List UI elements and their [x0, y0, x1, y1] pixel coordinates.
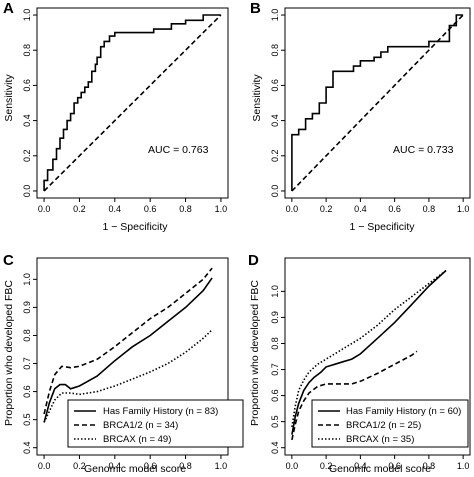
x-tick-label: 0.0 — [286, 461, 299, 471]
series-line-dashed — [291, 350, 418, 441]
x-tick-label: 0.2 — [320, 204, 333, 214]
y-tick-label: 0.8 — [22, 44, 32, 57]
y-tick-label: 0.4 — [22, 441, 32, 454]
x-tick-label: 0.4 — [354, 204, 367, 214]
series-line-dashed — [43, 267, 213, 415]
plot-frame — [36, 7, 229, 199]
x-tick-label: 0.4 — [109, 461, 122, 471]
x-tick-label: 1.0 — [215, 461, 228, 471]
panel-b: B 0.0 0.2 0.4 0.6 0.8 1.0 0.0 0.2 0.4 0.6 0.8 1.0 1… — [250, 0, 471, 233]
x-tick-label: 0.6 — [388, 204, 401, 214]
x-tick-label: 0.0 — [286, 204, 299, 214]
x-tick-label: 0.0 — [38, 461, 51, 471]
plot-frame — [284, 7, 471, 199]
panel-c-legend-family-history: Has Family History (n = 83) — [103, 406, 218, 417]
panel-c-plot: 0.0 0.2 0.4 0.6 0.8 1.0 0.4 0.5 0.6 0.7 0.8 0.9 1.0 — [22, 257, 229, 471]
y-tick-label: 0.2 — [22, 150, 32, 163]
panel-a-x-axis-label: 1 − Specificity — [102, 221, 168, 233]
y-tick-label: 0.6 — [270, 79, 280, 92]
y-tick-label: 0.2 — [270, 150, 280, 163]
panel-c-legend-brca12: BRCA1/2 (n = 34) — [103, 420, 178, 431]
y-tick-label: 0.8 — [270, 337, 280, 350]
y-tick-label: 1.0 — [22, 9, 32, 22]
panel-label-c: C — [3, 252, 14, 269]
plot-frame — [284, 257, 471, 456]
y-tick-label: 0.8 — [270, 44, 280, 57]
y-tick-label: 1.0 — [270, 285, 280, 298]
x-tick-label: 0.2 — [73, 204, 86, 214]
y-tick-label: 0.7 — [270, 363, 280, 376]
x-tick-label: 0.0 — [38, 204, 51, 214]
y-tick-label: 0.9 — [22, 301, 32, 314]
panel-a-auc-annotation: AUC = 0.763 — [148, 144, 209, 156]
panel-c-legend-brcax: BRCAX (n = 49) — [103, 434, 171, 445]
x-tick-label: 1.0 — [215, 204, 228, 214]
panel-d-plot: 0.0 0.2 0.4 0.6 0.8 1.0 0.4 0.5 0.6 0.7 0.8 0.9 1.0 — [270, 257, 471, 471]
panel-c-y-axis-label: Proportion who developed FBC — [3, 280, 15, 426]
panel-c: C 0.0 0.2 0.4 0.6 0.8 1.0 0.4 0.5 0.6 0.7 0.8 0.9 1.… — [3, 252, 244, 475]
y-tick-label: 1.0 — [22, 273, 32, 286]
x-tick-label: 0.4 — [354, 461, 367, 471]
y-tick-label: 0.6 — [22, 79, 32, 92]
series-line-solid — [43, 277, 213, 423]
panel-d-legend-brca12: BRCA1/2 (n = 25) — [346, 420, 421, 431]
series-line-dashed — [291, 14, 464, 192]
x-tick-label: 0.8 — [423, 461, 436, 471]
panel-c-x-axis-label: Genomic model score — [84, 463, 186, 475]
panel-d: D 0.0 0.2 0.4 0.6 0.8 1.0 0.4 0.5 0.6 0.7 0.8 0.9 1.… — [248, 252, 471, 475]
panel-a: A 0.0 0.2 0.4 0.6 0.8 1.0 0.0 0.2 0.4 0.6 0.8 1.0 1… — [3, 0, 229, 233]
panel-d-legend-family-history: Has Family History (n = 60) — [346, 406, 461, 417]
x-tick-label: 0.2 — [73, 461, 86, 471]
x-tick-label: 0.8 — [179, 204, 192, 214]
panel-b-x-axis-label: 1 − Specificity — [349, 221, 415, 233]
y-tick-label: 0.4 — [270, 114, 280, 127]
series-line-dotted — [291, 269, 447, 428]
y-tick-label: 0.9 — [270, 311, 280, 324]
panel-c-legend: Has Family History (n = 83) BRCA1/2 (n =… — [67, 399, 244, 448]
panel-label-a: A — [3, 0, 14, 17]
panel-b-plot: 0.0 0.2 0.4 0.6 0.8 1.0 0.0 0.2 0.4 0.6 0.8 1.0 — [270, 7, 471, 214]
panel-a-plot: 0.0 0.2 0.4 0.6 0.8 1.0 0.0 0.2 0.4 0.6 0.8 1.0 — [22, 7, 229, 214]
panel-b-auc-annotation: AUC = 0.733 — [393, 144, 454, 156]
panel-d-y-axis-label: Proportion who developed FBC — [249, 280, 261, 426]
x-tick-label: 0.6 — [388, 461, 401, 471]
x-tick-label: 0.6 — [144, 204, 157, 214]
series-line-dashed — [43, 14, 222, 192]
y-tick-label: 0.6 — [22, 385, 32, 398]
x-tick-label: 1.0 — [457, 461, 470, 471]
y-tick-label: 0.5 — [22, 413, 32, 426]
y-tick-label: 0.8 — [22, 329, 32, 342]
panel-d-x-axis-label: Genomic model score — [329, 463, 431, 475]
panel-label-b: B — [250, 0, 261, 17]
series-line-step — [43, 14, 221, 191]
panel-a-y-axis-label: Sensitivity — [3, 74, 15, 122]
x-tick-label: 0.8 — [423, 204, 436, 214]
y-tick-label: 0.7 — [22, 357, 32, 370]
y-tick-label: 0.5 — [270, 415, 280, 428]
panel-d-legend-brcax: BRCAX (n = 35) — [346, 434, 414, 445]
x-tick-label: 0.4 — [109, 204, 122, 214]
series-line-step — [291, 14, 464, 191]
panel-d-legend: Has Family History (n = 60) BRCA1/2 (n =… — [311, 399, 469, 448]
y-tick-label: 0.4 — [270, 441, 280, 454]
y-tick-label: 0.0 — [22, 185, 32, 198]
y-tick-label: 0.4 — [22, 114, 32, 127]
x-tick-label: 0.2 — [320, 461, 333, 471]
y-tick-label: 0.0 — [270, 185, 280, 198]
x-tick-label: 0.6 — [144, 461, 157, 471]
plot-frame — [36, 257, 229, 456]
y-tick-label: 1.0 — [270, 9, 280, 22]
panel-b-y-axis-label: Sensitivity — [251, 74, 263, 122]
panel-label-d: D — [248, 252, 259, 269]
y-tick-label: 0.6 — [270, 389, 280, 402]
series-line-solid — [291, 269, 447, 435]
x-tick-label: 0.8 — [179, 461, 192, 471]
x-tick-label: 1.0 — [457, 204, 470, 214]
